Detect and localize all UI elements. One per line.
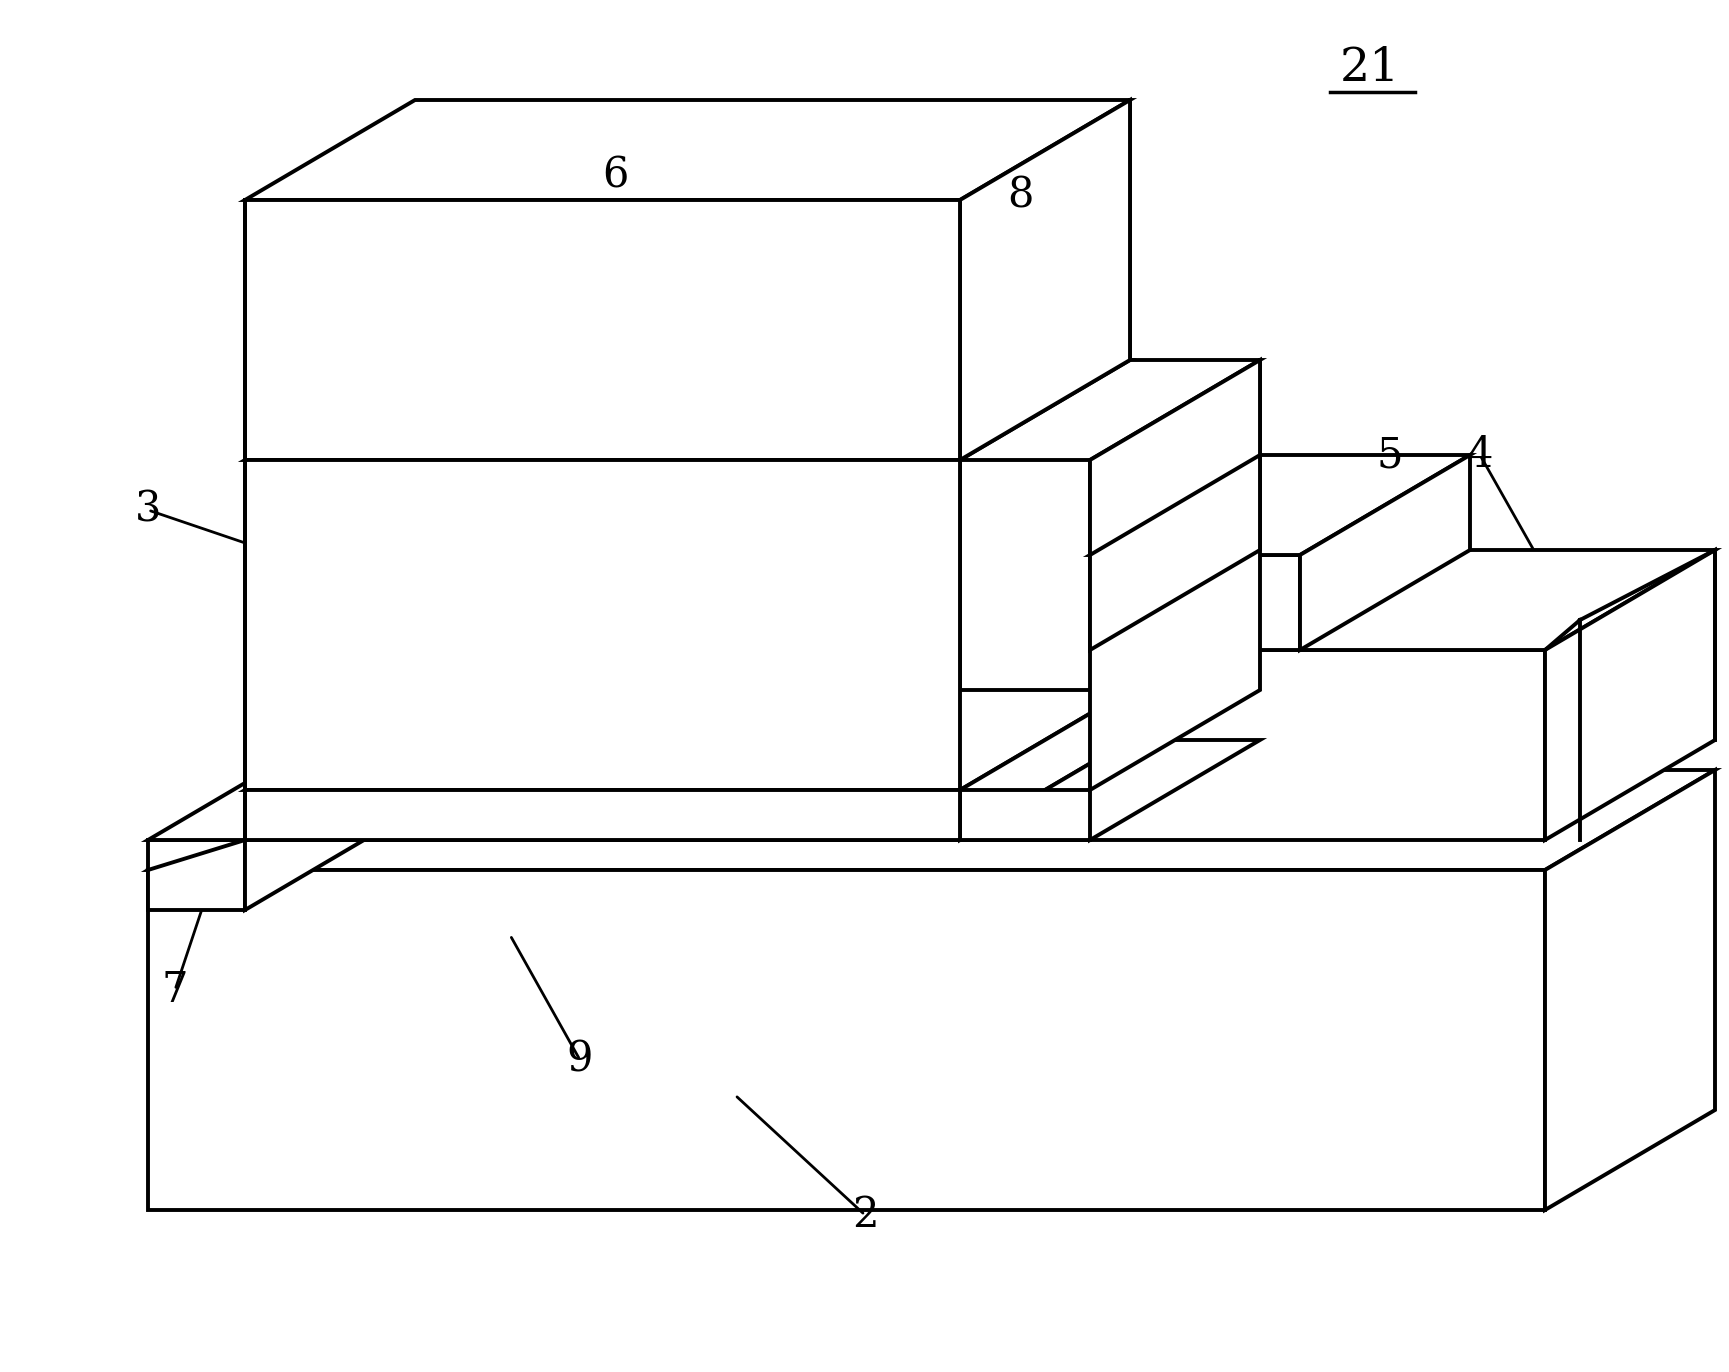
Polygon shape	[1089, 456, 1260, 650]
Polygon shape	[1089, 456, 1470, 556]
Text: 9: 9	[567, 1039, 593, 1081]
Polygon shape	[1089, 690, 1260, 840]
Polygon shape	[246, 359, 1131, 460]
Polygon shape	[1089, 359, 1260, 790]
Polygon shape	[960, 790, 1089, 840]
Polygon shape	[1300, 456, 1470, 650]
Polygon shape	[246, 790, 960, 840]
Text: 3: 3	[135, 488, 161, 531]
Polygon shape	[1089, 650, 1546, 840]
Polygon shape	[246, 200, 960, 460]
Polygon shape	[1089, 550, 1715, 650]
Polygon shape	[960, 740, 1260, 840]
Polygon shape	[960, 359, 1131, 790]
Polygon shape	[149, 770, 1715, 870]
Text: 5: 5	[1376, 434, 1404, 476]
Polygon shape	[960, 690, 1131, 840]
Polygon shape	[1546, 770, 1715, 1210]
Polygon shape	[149, 740, 415, 840]
Polygon shape	[246, 740, 415, 910]
Polygon shape	[960, 690, 1260, 790]
Polygon shape	[246, 200, 960, 460]
Polygon shape	[1546, 550, 1715, 840]
Text: 7: 7	[163, 969, 188, 1011]
Polygon shape	[1089, 556, 1300, 650]
Polygon shape	[960, 790, 1089, 840]
Polygon shape	[149, 870, 1546, 1210]
Text: 4: 4	[1466, 434, 1494, 476]
Text: 21: 21	[1340, 45, 1400, 91]
Polygon shape	[960, 100, 1131, 460]
Polygon shape	[149, 840, 246, 910]
Text: 8: 8	[1006, 174, 1034, 215]
Polygon shape	[246, 460, 960, 790]
Polygon shape	[960, 359, 1260, 460]
Polygon shape	[246, 790, 960, 840]
Polygon shape	[246, 100, 1131, 200]
Polygon shape	[246, 460, 960, 790]
Polygon shape	[246, 690, 1131, 790]
Text: 6: 6	[602, 154, 628, 196]
Text: 2: 2	[852, 1194, 878, 1236]
